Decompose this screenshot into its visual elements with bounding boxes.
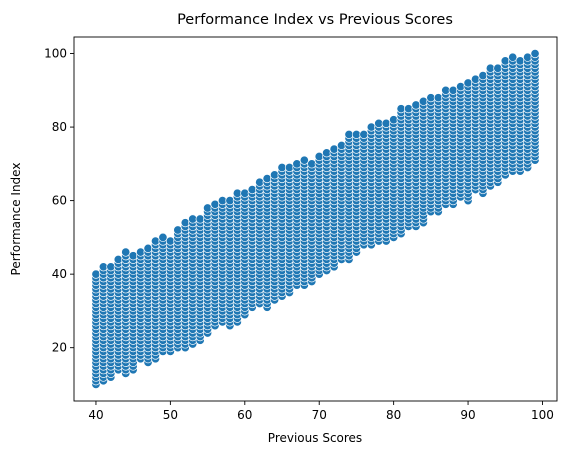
- x-axis-label: Previous Scores: [268, 431, 362, 445]
- x-tick-label: 100: [531, 408, 554, 422]
- y-tick-label: 40: [52, 267, 67, 281]
- y-tick-label: 100: [44, 47, 67, 61]
- y-axis: 20 40 60 80 100: [44, 47, 74, 355]
- x-tick-label: 60: [237, 408, 252, 422]
- data-point: [121, 247, 131, 257]
- points-layer: [91, 48, 540, 389]
- plot-frame: [73, 36, 558, 402]
- x-tick-label: 80: [386, 408, 401, 422]
- data-point: [158, 232, 168, 242]
- data-point: [299, 155, 309, 165]
- x-tick-label: 70: [312, 408, 327, 422]
- x-tick-label: 40: [88, 408, 103, 422]
- y-tick-label: 60: [52, 194, 67, 208]
- x-tick-label: 50: [163, 408, 178, 422]
- y-axis-label: Performance Index: [9, 163, 23, 276]
- x-axis: 40 50 60 70 80 90 100: [88, 401, 554, 422]
- chart-title: Performance Index vs Previous Scores: [177, 12, 453, 28]
- y-tick-label: 80: [52, 120, 67, 134]
- data-point: [508, 52, 518, 62]
- x-tick-label: 90: [460, 408, 475, 422]
- y-tick-label: 20: [52, 341, 67, 355]
- data-point: [530, 48, 540, 59]
